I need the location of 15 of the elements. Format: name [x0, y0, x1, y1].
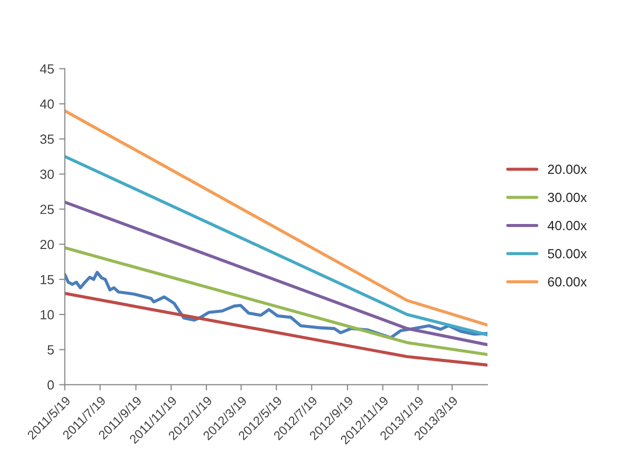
- y-tick-label: 15: [40, 275, 54, 284]
- y-tick-label: 10: [40, 310, 54, 320]
- y-tick-label: 30: [40, 170, 54, 179]
- y-tick-label: 40: [40, 99, 54, 109]
- y-tick-label: 25: [40, 204, 54, 214]
- y-tick-label: 0: [48, 380, 54, 390]
- legend-label: 30.00x: [548, 192, 587, 202]
- legend-label: 20.00x: [548, 164, 587, 174]
- y-tick-label: 20: [40, 240, 54, 250]
- y-tick-label: 45: [40, 64, 54, 74]
- legend-label: 50.00x: [548, 249, 587, 258]
- y-tick-label: 5: [48, 345, 54, 355]
- y-tick-label: 35: [40, 134, 54, 144]
- legend-label: 40.00x: [548, 220, 587, 230]
- legend-label: 60.00x: [548, 277, 587, 287]
